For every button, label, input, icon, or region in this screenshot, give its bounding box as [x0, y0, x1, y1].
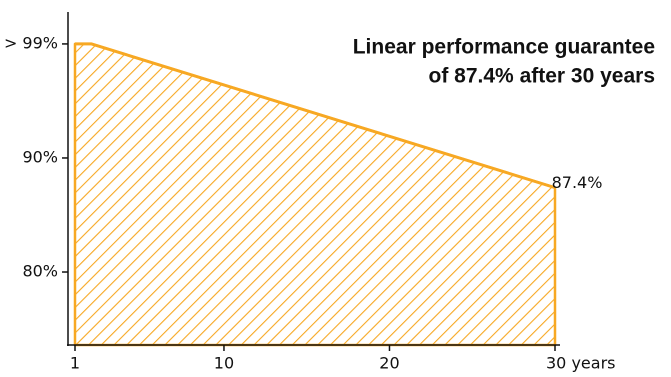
x-tick-label: 20: [379, 354, 399, 373]
y-tick-label: 90%: [22, 147, 58, 166]
y-tick-label: 80%: [22, 262, 58, 281]
x-tick-label: 30 years: [546, 354, 615, 373]
y-tick-label: > 99%: [4, 33, 58, 52]
chart-title: Linear performance guarantee: [353, 36, 655, 59]
chart-title: of 87.4% after 30 years: [429, 65, 655, 88]
plot-area: [73, 42, 557, 347]
area-line: [75, 42, 556, 190]
x-tick-label: 10: [214, 354, 234, 373]
x-tick-label: 1: [70, 354, 80, 373]
area-fill: [73, 42, 557, 347]
data-label: 87.4%: [552, 173, 603, 192]
